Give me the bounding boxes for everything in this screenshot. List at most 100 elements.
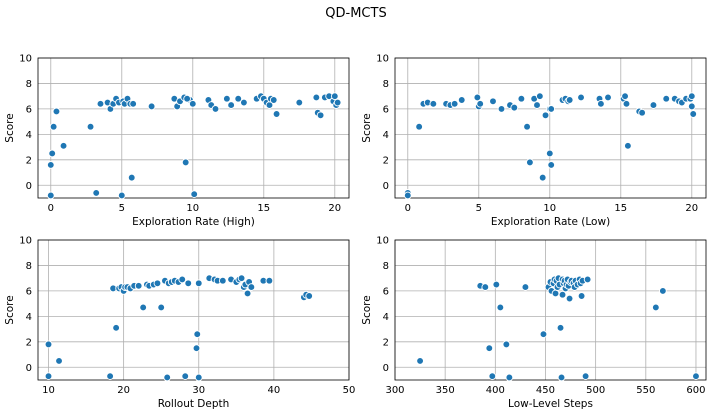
data-point [192, 344, 201, 353]
data-point [157, 303, 166, 312]
x-tick-label: 600 [686, 385, 705, 396]
y-tick-label: 10 [19, 236, 32, 247]
data-point [415, 122, 423, 131]
y-tick-label: 8 [26, 261, 32, 272]
data-point [44, 340, 53, 349]
data-point [557, 373, 566, 382]
data-point [497, 105, 506, 113]
y-axis-label: Score [361, 113, 373, 142]
data-point [312, 93, 321, 102]
data-point [295, 98, 304, 107]
y-tick-label: 2 [26, 155, 32, 166]
data-point [106, 372, 114, 381]
data-point [86, 122, 95, 131]
data-point [129, 99, 137, 108]
data-point [96, 99, 105, 108]
data-point [153, 279, 162, 288]
figure-title: QD-MCTS [325, 6, 387, 21]
x-tick-label: 550 [636, 385, 655, 396]
y-tick-label: 2 [383, 155, 389, 166]
x-tick-label: 50 [343, 385, 356, 396]
data-point [538, 173, 547, 182]
data-point [46, 161, 55, 169]
data-point [49, 122, 58, 131]
subplot-exploration-rate-high: 0 5 10 15 20 0 2 4 6 8 10 Exploration Rate (High) Sc… [4, 54, 350, 228]
data-point [489, 97, 497, 106]
x-tick-label: 20 [328, 203, 341, 214]
x-tick-label: 450 [536, 385, 555, 396]
data-point [638, 108, 646, 117]
x-tick-label: 0 [48, 203, 54, 214]
y-tick-label: 10 [19, 54, 32, 65]
data-point [481, 283, 490, 291]
data-point [92, 189, 101, 197]
subplot-low-level-steps: 300 350 400 450 500 550 600 0 2 4 6 8 10 Low-Level St… [361, 236, 707, 410]
data-point [46, 191, 55, 200]
x-tick-label: 15 [257, 203, 270, 214]
y-tick-label: 6 [26, 286, 32, 297]
x-tick-label: 30 [192, 385, 205, 396]
data-point [272, 110, 281, 118]
y-tick-label: 4 [383, 312, 389, 323]
data-point [547, 161, 556, 169]
data-point [523, 122, 531, 131]
data-point [237, 274, 246, 283]
data-point [178, 275, 187, 284]
data-point [541, 111, 550, 120]
data-point [687, 102, 696, 111]
data-point [505, 373, 514, 382]
data-point [659, 287, 667, 295]
plot-frame [37, 239, 350, 381]
data-point [551, 289, 560, 298]
data-point [597, 99, 605, 108]
x-tick-label: 20 [685, 203, 698, 214]
y-tick-label: 4 [26, 130, 32, 141]
data-point [243, 289, 252, 298]
data-point [48, 149, 57, 158]
x-tick-label: 400 [486, 385, 505, 396]
data-point [624, 141, 632, 150]
subplot-exploration-rate-low: 0 5 10 15 20 0 2 4 6 8 10 Exploration Rate (Low) Sco… [361, 54, 707, 228]
data-point [547, 105, 556, 113]
data-point [689, 110, 698, 118]
data-point [577, 93, 585, 102]
data-point [223, 94, 231, 103]
data-point [429, 99, 438, 108]
x-tick-label: 5 [476, 203, 482, 214]
y-tick-label: 0 [26, 181, 32, 192]
data-point [510, 103, 519, 112]
data-point [127, 173, 136, 182]
data-point [545, 149, 554, 158]
data-point [147, 102, 156, 111]
data-point [416, 357, 424, 365]
data-point [316, 111, 325, 120]
data-point [234, 94, 243, 103]
data-point [181, 372, 190, 381]
data-point [59, 141, 68, 150]
data-point [651, 303, 660, 312]
y-axis-label: Score [4, 113, 16, 142]
data-point [622, 99, 631, 108]
data-point [183, 94, 191, 103]
data-point [621, 92, 629, 101]
data-point [184, 279, 193, 288]
y-tick-label: 8 [383, 79, 389, 90]
data-point [188, 99, 197, 108]
y-axis-label: Score [361, 295, 373, 324]
plot-frame [394, 239, 707, 381]
plot-frame [37, 57, 350, 199]
y-tick-label: 0 [26, 363, 32, 374]
data-point [687, 92, 696, 101]
data-point [473, 93, 482, 102]
data-point [692, 372, 700, 381]
data-point [450, 99, 459, 108]
data-point [521, 283, 530, 291]
data-point [403, 191, 412, 200]
data-point [52, 107, 61, 116]
y-tick-label: 2 [26, 337, 32, 348]
data-point [649, 101, 658, 109]
data-point [194, 373, 203, 382]
data-point [55, 357, 63, 365]
data-point [558, 290, 567, 299]
